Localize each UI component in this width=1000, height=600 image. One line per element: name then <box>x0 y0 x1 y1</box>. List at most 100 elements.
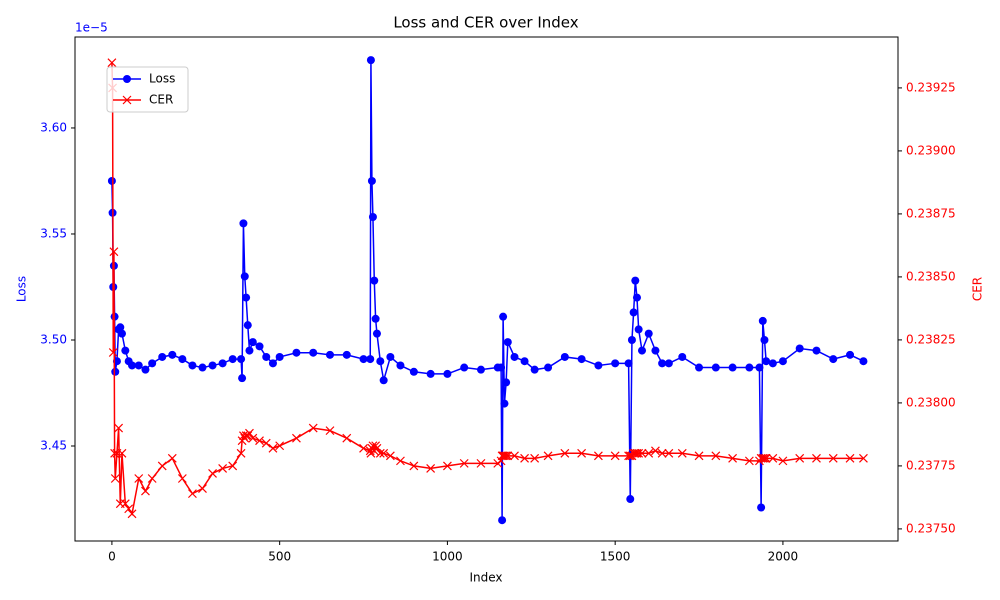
point <box>812 346 821 355</box>
point <box>109 247 119 257</box>
point <box>859 357 868 366</box>
point <box>677 448 687 458</box>
point <box>757 503 766 512</box>
point <box>711 363 720 372</box>
point <box>795 344 804 353</box>
point <box>760 335 769 344</box>
y-tick-label: 3.60 <box>40 120 67 134</box>
point <box>695 363 704 372</box>
point <box>758 453 768 463</box>
point <box>651 446 660 456</box>
point <box>167 453 177 463</box>
point <box>624 451 634 461</box>
point <box>117 448 127 458</box>
point <box>503 338 512 347</box>
point <box>829 355 838 364</box>
point <box>768 453 778 463</box>
y2-tick-label: 0.23900 <box>906 143 956 157</box>
point <box>678 352 687 361</box>
point <box>409 367 418 376</box>
point <box>627 335 636 344</box>
point <box>240 272 249 281</box>
point <box>368 441 378 451</box>
point <box>651 346 660 355</box>
point <box>760 453 769 463</box>
point <box>218 359 227 368</box>
point <box>261 438 271 448</box>
point <box>198 363 207 372</box>
point <box>248 433 258 443</box>
point <box>497 363 506 372</box>
point <box>134 361 143 370</box>
point <box>385 451 395 461</box>
point <box>520 357 529 366</box>
x-tick-label: 1500 <box>600 550 631 564</box>
x-tick-label: 2000 <box>768 550 799 564</box>
point <box>120 499 130 509</box>
point <box>107 58 117 68</box>
point <box>198 484 207 494</box>
point <box>664 359 673 368</box>
point <box>634 448 644 458</box>
point <box>325 426 335 436</box>
x-tick-label: 0 <box>108 550 116 564</box>
point <box>510 451 519 461</box>
point <box>178 355 187 364</box>
y2-tick-label: 0.23850 <box>906 269 956 283</box>
point <box>846 350 855 359</box>
point <box>626 495 635 504</box>
point <box>644 448 654 458</box>
y-tick-label: 3.50 <box>40 332 67 346</box>
point <box>396 456 405 466</box>
point <box>275 441 285 451</box>
point <box>657 448 667 458</box>
point <box>114 423 124 433</box>
point <box>141 486 150 496</box>
point <box>228 355 237 364</box>
point <box>711 451 721 461</box>
point <box>371 441 381 451</box>
point <box>658 359 667 368</box>
point <box>268 443 278 453</box>
point <box>177 474 187 483</box>
point <box>426 369 435 378</box>
point <box>577 448 587 458</box>
point <box>239 219 248 228</box>
point <box>134 474 144 483</box>
legend-label: CER <box>149 93 173 107</box>
point <box>110 448 120 458</box>
point <box>255 436 264 446</box>
point <box>158 352 167 361</box>
point <box>255 342 264 351</box>
y2-tick-label: 0.23925 <box>906 80 956 94</box>
point <box>188 489 197 499</box>
chart-title: Loss and CER over Index <box>393 14 578 32</box>
point <box>366 56 375 65</box>
point <box>368 213 377 222</box>
point <box>762 357 771 366</box>
point <box>275 352 284 361</box>
point <box>859 453 868 463</box>
y2-tick-label: 0.23750 <box>906 521 956 535</box>
y2-tick-label: 0.23800 <box>906 395 956 409</box>
point <box>236 448 246 458</box>
point <box>375 448 385 458</box>
point <box>443 369 452 378</box>
point <box>637 448 647 458</box>
point <box>268 359 277 368</box>
point <box>544 363 553 372</box>
point <box>309 348 318 357</box>
x-tick-label: 1000 <box>432 550 463 564</box>
point <box>577 355 586 364</box>
point <box>624 359 633 368</box>
point <box>761 453 771 463</box>
point <box>593 451 603 461</box>
x-axis-label: Index <box>469 571 502 585</box>
point <box>238 374 247 383</box>
point <box>117 329 126 338</box>
point <box>237 355 246 364</box>
point <box>188 361 197 370</box>
point <box>728 453 738 463</box>
point <box>121 346 130 355</box>
point <box>239 431 248 441</box>
